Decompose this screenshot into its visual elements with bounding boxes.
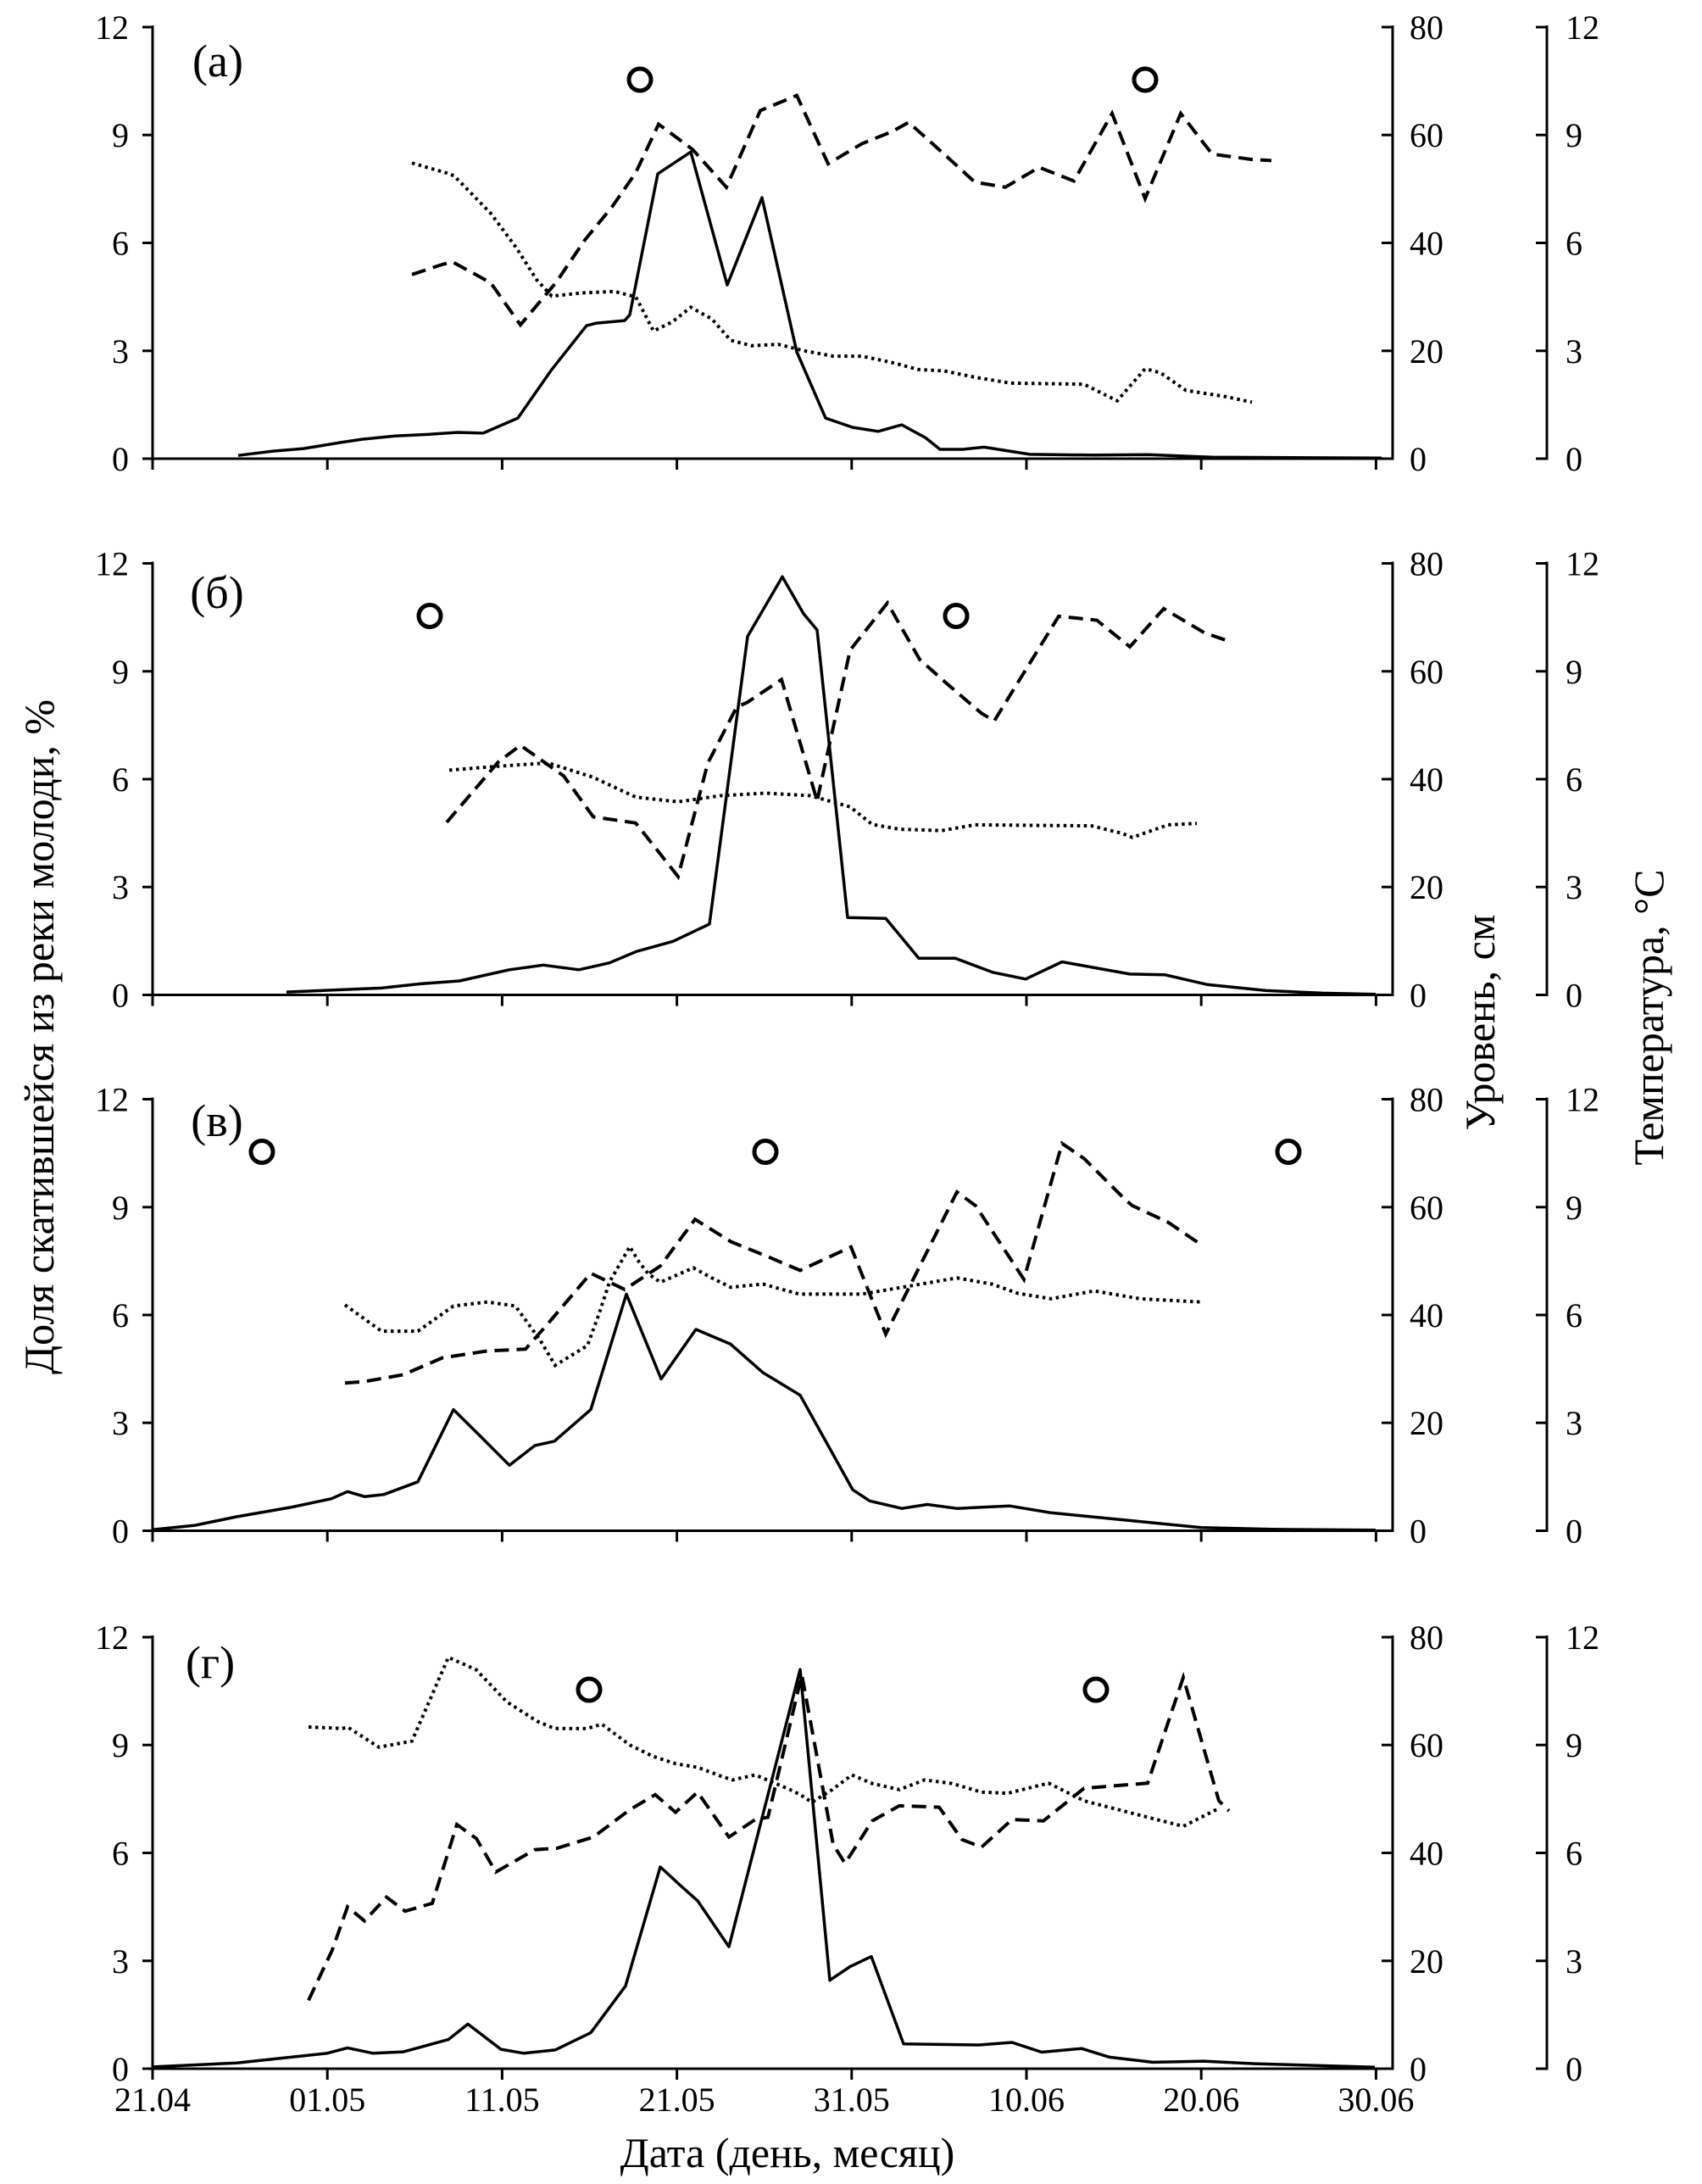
- svg-text:60: 60: [1410, 1189, 1443, 1227]
- svg-text:(г): (г): [186, 1637, 235, 1688]
- svg-text:80: 80: [1410, 1081, 1443, 1119]
- svg-text:(в): (в): [191, 1095, 242, 1146]
- svg-text:40: 40: [1410, 1296, 1443, 1334]
- svg-text:0: 0: [1566, 1513, 1582, 1551]
- svg-text:0: 0: [1566, 2050, 1582, 2088]
- svg-text:21.04: 21.04: [114, 2081, 191, 2119]
- svg-text:12: 12: [95, 1618, 129, 1657]
- svg-text:3: 3: [1566, 1942, 1582, 1981]
- svg-text:(а): (а): [192, 36, 243, 86]
- svg-text:80: 80: [1410, 1618, 1443, 1657]
- svg-text:12: 12: [1566, 8, 1599, 47]
- svg-text:6: 6: [112, 1296, 129, 1334]
- svg-text:40: 40: [1410, 760, 1443, 799]
- svg-text:0: 0: [112, 977, 129, 1015]
- svg-text:31.05: 31.05: [814, 2081, 890, 2119]
- svg-text:20: 20: [1410, 1942, 1443, 1981]
- svg-text:(б): (б): [190, 567, 243, 618]
- svg-text:12: 12: [95, 8, 129, 47]
- svg-text:9: 9: [1566, 1189, 1582, 1227]
- svg-text:01.05: 01.05: [289, 2081, 365, 2119]
- svg-text:60: 60: [1410, 116, 1443, 154]
- svg-text:Уровень, см: Уровень, см: [1456, 915, 1504, 1131]
- svg-text:6: 6: [112, 1835, 129, 1873]
- svg-text:20: 20: [1410, 1404, 1443, 1442]
- svg-text:20.06: 20.06: [1163, 2081, 1239, 2119]
- svg-text:Дата (день, месяц): Дата (день, месяц): [620, 2129, 955, 2176]
- svg-text:0: 0: [112, 440, 129, 478]
- svg-text:9: 9: [1566, 653, 1582, 691]
- svg-text:6: 6: [112, 760, 129, 799]
- svg-text:20: 20: [1410, 332, 1443, 370]
- svg-text:12: 12: [95, 545, 129, 583]
- svg-text:80: 80: [1410, 8, 1443, 47]
- svg-text:0: 0: [1410, 977, 1427, 1015]
- svg-text:6: 6: [1566, 1835, 1582, 1873]
- svg-text:3: 3: [1566, 868, 1582, 906]
- svg-text:0: 0: [1566, 440, 1582, 478]
- svg-text:Доля скатившейся из реки молод: Доля скатившейся из реки молоди, %: [15, 699, 63, 1374]
- svg-text:40: 40: [1410, 225, 1443, 263]
- svg-text:0: 0: [1410, 440, 1427, 478]
- svg-text:0: 0: [112, 1513, 129, 1551]
- svg-text:6: 6: [1566, 225, 1582, 263]
- svg-text:3: 3: [112, 1404, 129, 1442]
- svg-text:0: 0: [1566, 977, 1582, 1015]
- svg-text:6: 6: [112, 225, 129, 263]
- svg-text:0: 0: [1410, 2050, 1427, 2088]
- svg-text:9: 9: [1566, 1726, 1582, 1764]
- svg-text:6: 6: [1566, 760, 1582, 799]
- svg-text:9: 9: [112, 1189, 129, 1227]
- svg-text:0: 0: [112, 2050, 129, 2088]
- svg-text:3: 3: [112, 1942, 129, 1981]
- svg-text:Температура, °С: Температура, °С: [1625, 869, 1672, 1165]
- svg-text:12: 12: [1566, 1618, 1599, 1657]
- svg-text:9: 9: [112, 116, 129, 154]
- svg-text:12: 12: [1566, 1081, 1599, 1119]
- svg-text:60: 60: [1410, 653, 1443, 691]
- svg-text:30.06: 30.06: [1338, 2081, 1414, 2119]
- svg-text:3: 3: [1566, 332, 1582, 370]
- svg-text:60: 60: [1410, 1726, 1443, 1764]
- svg-text:40: 40: [1410, 1835, 1443, 1873]
- svg-text:20: 20: [1410, 868, 1443, 906]
- svg-text:3: 3: [112, 868, 129, 906]
- svg-text:9: 9: [1566, 116, 1582, 154]
- svg-text:80: 80: [1410, 545, 1443, 583]
- svg-text:3: 3: [112, 332, 129, 370]
- svg-text:0: 0: [1410, 1513, 1427, 1551]
- svg-text:11.05: 11.05: [464, 2081, 540, 2119]
- svg-text:6: 6: [1566, 1296, 1582, 1334]
- svg-text:12: 12: [95, 1081, 129, 1119]
- svg-text:10.06: 10.06: [988, 2081, 1065, 2119]
- svg-text:21.05: 21.05: [639, 2081, 715, 2119]
- svg-text:9: 9: [112, 1726, 129, 1764]
- svg-text:12: 12: [1566, 545, 1599, 583]
- svg-text:9: 9: [112, 653, 129, 691]
- svg-text:3: 3: [1566, 1404, 1582, 1442]
